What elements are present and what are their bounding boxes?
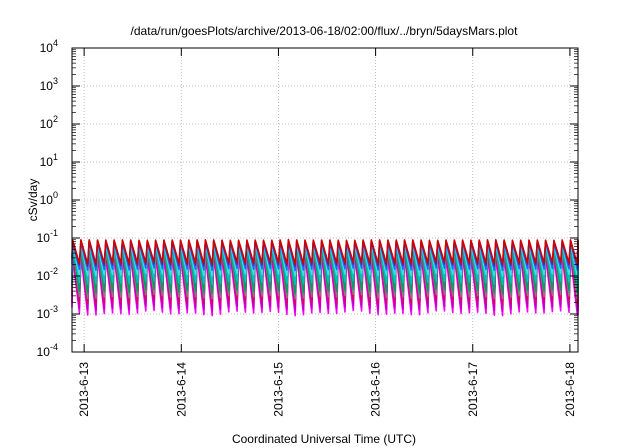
y-tick-label: 10-4 [37,342,58,359]
y-tick-label: 100 [40,190,58,207]
y-tick-label: 103 [40,76,58,93]
y-tick-labels: 10-4 10-3 10-2 10-1 100 101 102 103 104 [37,38,58,359]
series-line-10 [71,238,579,266]
y-tick-label: 101 [40,152,58,169]
x-axis-label: Coordinated Universal Time (UTC) [232,432,416,446]
y-tick-label: 10-1 [37,228,58,245]
y-tick-label: 10-3 [37,304,58,321]
x-tick-label: 2013-6-14 [174,362,188,417]
x-tick-label: 2013-6-13 [77,362,91,417]
x-tick-label: 2013-6-18 [563,362,577,417]
x-tick-labels: 2013-6-13 2013-6-14 2013-6-15 2013-6-16 2013… [77,362,577,417]
chart-title: /data/run/goesPlots/archive/2013-06-18/0… [131,24,519,38]
x-tick-label: 2013-6-17 [466,362,480,417]
x-tick-label: 2013-6-15 [271,362,285,417]
x-tick-label: 2013-6-16 [369,362,383,417]
y-tick-label: 102 [40,114,58,131]
axis-ticks [72,47,578,353]
series-layer [71,238,579,317]
y-tick-label: 104 [40,38,58,55]
y-tick-label: 10-2 [37,266,58,283]
y-axis-label: cSv/day [26,179,40,222]
